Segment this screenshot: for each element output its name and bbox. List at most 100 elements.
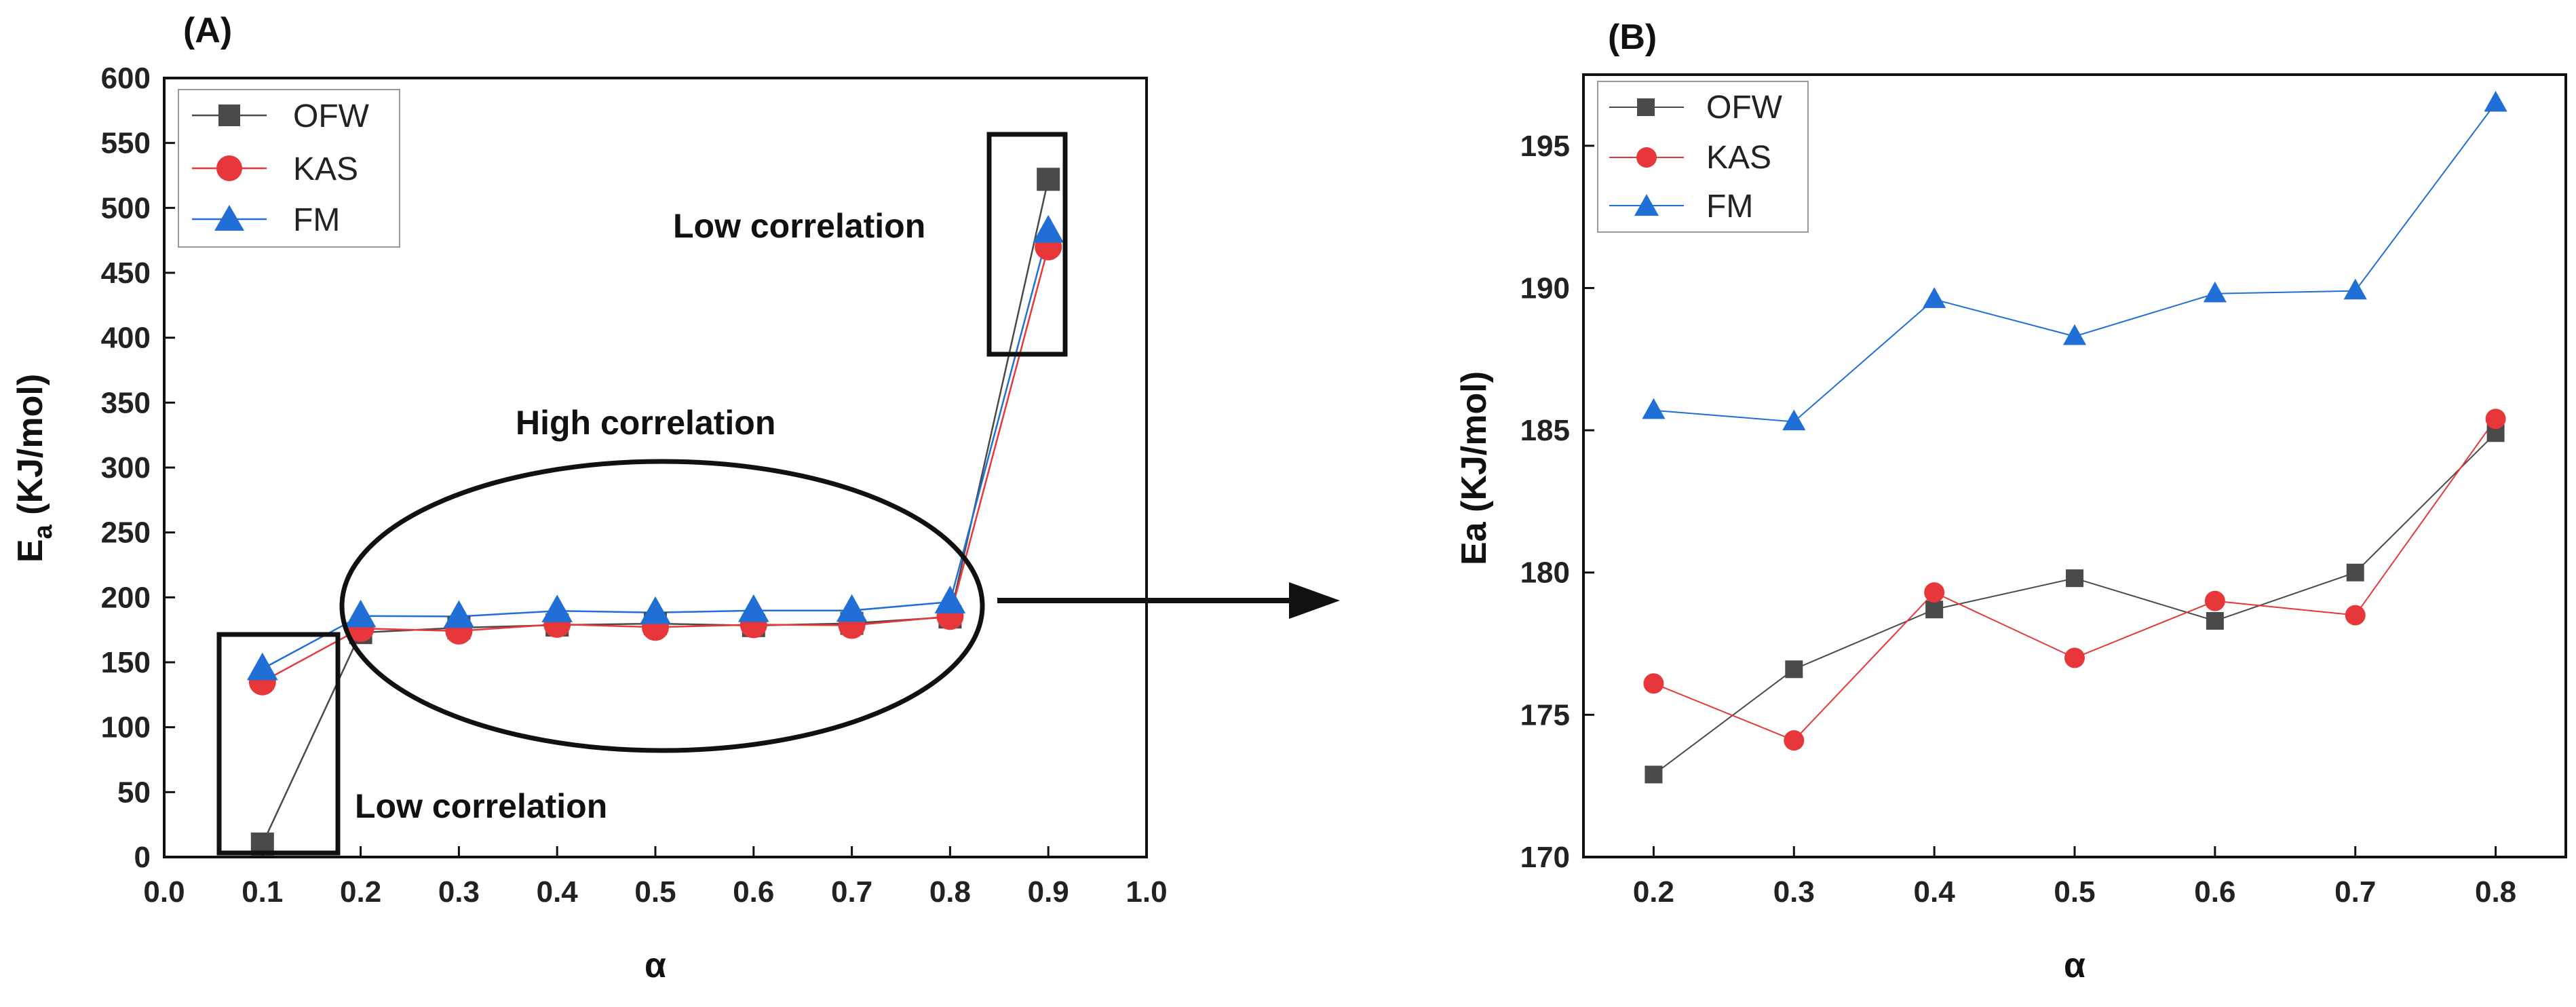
data-point-fm (2343, 278, 2367, 300)
panel-b: (B) 0.2 0.3 0.4 0.5 0.6 0.7 0.8 170 175 180 185 190… (1455, 18, 2567, 985)
data-point-fm (1642, 398, 1666, 419)
data-point-fm (541, 594, 573, 623)
data-point-ofw (1925, 601, 1944, 619)
panel-a-label: (A) (183, 11, 232, 50)
y-tick-label: 185 (1520, 414, 1570, 447)
y-tick-label: 250 (101, 516, 151, 550)
legend-marker-ofw (218, 104, 240, 126)
y-tick-label: 0 (134, 841, 151, 874)
annotation-low-correlation-bottom: Low correlation (355, 787, 607, 825)
data-point-fm (836, 594, 868, 622)
legend-b-label-kas: KAS (1706, 140, 1771, 176)
x-tick-label: 0.6 (2194, 875, 2235, 909)
data-point-fm (934, 586, 966, 613)
x-tick-label: 0.1 (242, 875, 283, 909)
data-point-ofw (2346, 563, 2364, 582)
legend-b-marker-ofw (1637, 98, 1655, 116)
panel-a-box-low-bottom (216, 632, 341, 856)
y-tick-label: 450 (101, 256, 151, 290)
data-point-fm (443, 600, 475, 628)
x-tick-label: 0.9 (1028, 875, 1069, 909)
panel-b-label: (B) (1608, 18, 1657, 57)
data-point-fm (1782, 409, 1806, 431)
x-tick-label: 1.0 (1126, 875, 1167, 909)
data-point-ofw (1037, 168, 1060, 191)
data-point-fm (2484, 90, 2507, 112)
y-tick-label: 600 (101, 62, 151, 95)
data-point-kas (2485, 408, 2506, 430)
panel-b-x-axis-label: α (2064, 946, 2085, 985)
data-point-kas (1924, 582, 1945, 603)
panel-a-y-axis-label: Ea (KJ/mol) (11, 374, 58, 563)
panel-a-legend: OFW KAS FM (178, 89, 400, 248)
annotation-low-correlation-top: Low correlation (673, 207, 925, 245)
x-tick-label: 0.7 (2334, 875, 2376, 909)
y-tick-label: 190 (1520, 271, 1570, 305)
panel-b-legend: OFW KAS FM (1597, 81, 1809, 233)
data-point-ofw (2206, 612, 2224, 630)
legend-b-label-fm: FM (1706, 189, 1753, 225)
x-tick-label: 0.8 (929, 875, 971, 909)
panel-a: (A) 0.0 0.1 0.2 0.3 0.4 0.5 0.6 0.7 0.8 0.9 1.0 0 50… (11, 11, 1168, 985)
panel-b-y-axis-label: Ea (KJ/mol) (1455, 371, 1494, 565)
panel-a-box-low-top (986, 132, 1068, 357)
x-tick-label: 0.8 (2475, 875, 2516, 909)
legend-label-kas: KAS (293, 151, 358, 187)
data-point-kas (2204, 590, 2225, 611)
y-label-sub: a (29, 524, 58, 539)
data-point-kas (1784, 730, 1805, 751)
y-tick-label: 500 (101, 191, 151, 225)
y-tick-label: 550 (101, 127, 151, 160)
y-label-main: E (11, 539, 50, 563)
panel-a-series (247, 168, 1064, 856)
y-tick-label: 200 (101, 581, 151, 614)
x-tick-label: 0.2 (1633, 875, 1674, 909)
x-tick-label: 0.3 (438, 875, 480, 909)
x-tick-label: 0.5 (634, 875, 676, 909)
panel-b-axes: 0.2 0.3 0.4 0.5 0.6 0.7 0.8 170 175 180 185 190 195 (1520, 130, 2517, 909)
y-tick-label: 50 (117, 776, 151, 809)
y-label-rest: (KJ/mol) (11, 374, 50, 525)
data-point-kas (1643, 673, 1664, 694)
data-point-fm (640, 596, 671, 624)
data-point-fm (247, 652, 278, 681)
annotation-high-correlation: High correlation (516, 404, 775, 442)
data-point-fm (2203, 281, 2227, 303)
data-point-fm (345, 599, 377, 628)
data-point-fm (2062, 324, 2087, 345)
x-tick-label: 0.4 (537, 875, 579, 909)
legend-b-label-ofw: OFW (1706, 90, 1783, 126)
panel-b-series (1642, 90, 2507, 784)
legend-marker-kas (216, 155, 242, 181)
x-tick-label: 0.2 (340, 875, 381, 909)
zoom-arrow (997, 582, 1340, 619)
y-tick-label: 175 (1520, 698, 1570, 732)
data-point-fm (1033, 214, 1064, 243)
y-tick-label: 170 (1520, 841, 1570, 874)
data-point-fm (738, 594, 769, 622)
zoom-arrow-head (1289, 582, 1340, 619)
panel-a-ellipse-high (339, 459, 985, 753)
y-tick-label: 300 (101, 451, 151, 484)
x-tick-label: 0.0 (143, 875, 185, 909)
y-tick-label: 150 (101, 646, 151, 679)
panel-a-axes: 0.0 0.1 0.2 0.3 0.4 0.5 0.6 0.7 0.8 0.9 1.0 0 50 100 1… (101, 62, 1168, 909)
legend-b-marker-fm (1634, 194, 1659, 216)
y-tick-label: 180 (1520, 556, 1570, 590)
y-tick-label: 195 (1520, 130, 1570, 163)
y-tick-label: 350 (101, 386, 151, 419)
x-tick-label: 0.6 (733, 875, 774, 909)
legend-marker-fm (214, 205, 244, 231)
legend-b-marker-kas (1636, 147, 1657, 168)
y-tick-label: 400 (101, 322, 151, 355)
x-tick-label: 0.7 (831, 875, 872, 909)
x-tick-label: 0.5 (2054, 875, 2095, 909)
data-point-kas (2064, 647, 2085, 668)
data-point-ofw (1785, 660, 1803, 679)
panel-a-x-axis-label: α (645, 946, 666, 985)
legend-label-ofw: OFW (293, 98, 370, 134)
data-point-kas (2345, 605, 2366, 626)
legend-label-fm: FM (293, 202, 340, 238)
